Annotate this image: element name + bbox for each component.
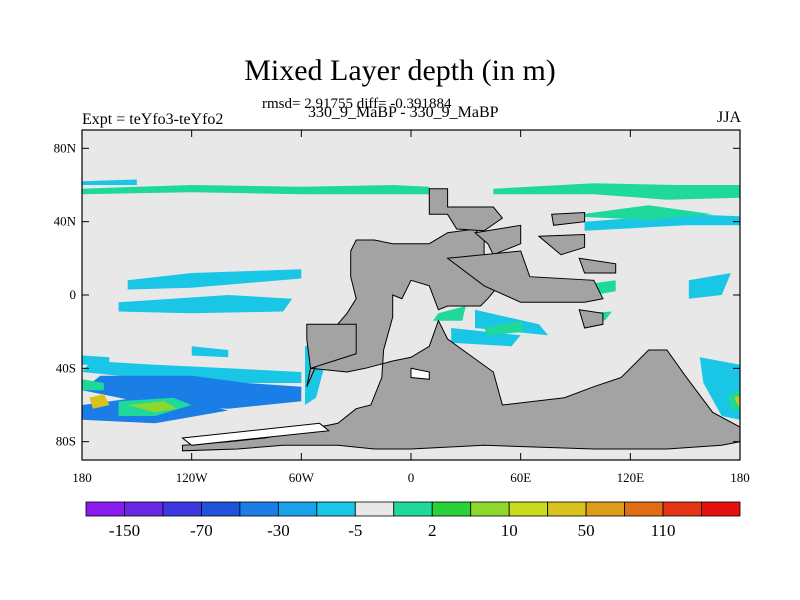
land-mass — [578, 257, 617, 274]
colorbar-swatch — [431, 501, 472, 517]
land-mass — [306, 323, 357, 369]
chart-title: Mixed Layer depth (in m) — [244, 54, 556, 87]
field-patch — [82, 355, 110, 365]
land-mass — [182, 228, 741, 452]
colorbar-swatch — [162, 501, 202, 517]
field-patch — [82, 179, 137, 185]
field-patch — [566, 205, 713, 220]
ice-margin — [410, 367, 430, 380]
y-tick-label: 80S — [56, 434, 76, 449]
colorbar-swatch — [85, 501, 125, 517]
y-tick-label: 0 — [70, 287, 77, 302]
field-patch — [127, 401, 177, 413]
field-patch — [82, 185, 430, 195]
field-patch — [484, 320, 525, 336]
chart-subtitle: rmsd= 2.91755 diff= -0.391884 — [262, 96, 452, 112]
land-mass — [537, 233, 586, 256]
land-mask-layer — [181, 188, 741, 452]
colorbar-label: -70 — [190, 521, 213, 540]
field-patch — [584, 214, 740, 231]
colorbar-swatch — [585, 501, 625, 517]
x-tick-label: 120E — [617, 470, 645, 485]
y-axis: 80N 40N 0 40S 80S — [54, 140, 740, 449]
season-label: JJA — [716, 109, 741, 126]
colorbar-swatch — [201, 501, 241, 517]
colorbar-label: 50 — [578, 521, 595, 540]
x-tick-label: 0 — [408, 470, 415, 485]
colorbar-label: -30 — [267, 521, 290, 540]
experiment-label: Expt = teYfo3-teYfo2 — [82, 111, 224, 128]
colorbar-swatch — [316, 501, 356, 517]
colorbar-label: -150 — [109, 521, 140, 540]
colorbar-swatch — [508, 501, 549, 517]
colorbar-swatch — [547, 501, 587, 517]
colorbar-swatch — [470, 501, 510, 517]
y-tick-label: 80N — [54, 140, 77, 155]
colorbar-swatch — [239, 501, 279, 517]
land-mass — [578, 309, 604, 329]
field-patch — [82, 361, 302, 383]
field-patch — [688, 273, 731, 299]
field-patch — [493, 183, 740, 200]
x-tick-label: 60E — [510, 470, 531, 485]
field-patch — [82, 379, 104, 391]
x-tick-label: 60W — [289, 470, 315, 485]
field-patch — [727, 390, 740, 413]
field-patch — [127, 269, 302, 290]
colorbar-swatch — [354, 501, 395, 517]
x-axis: 180 120W 60W 0 60E 120E 180 — [72, 130, 750, 485]
field-patch — [734, 395, 740, 409]
field-patch — [191, 346, 229, 358]
anomaly-field-layer — [82, 179, 740, 424]
x-tick-label: 180 — [730, 470, 750, 485]
land-mass — [551, 211, 586, 226]
colorbar-label: 10 — [501, 521, 518, 540]
colorbar-swatch — [124, 501, 164, 517]
colorbar-swatch — [393, 501, 433, 517]
colorbar-swatch — [662, 501, 702, 517]
field-patch — [451, 328, 521, 347]
x-tick-label: 120W — [176, 470, 209, 485]
colorbar-swatch — [701, 501, 741, 517]
land-mass — [473, 224, 522, 256]
colorbar-label: 110 — [651, 521, 676, 540]
colorbar: -150 -70 -30 -5 2 10 50 110 — [85, 501, 741, 540]
colorbar-swatch — [277, 501, 318, 517]
field-patch — [118, 295, 293, 314]
colorbar-label: -5 — [348, 521, 362, 540]
field-patch — [432, 306, 466, 321]
experiment-ids: 330_9_MaBP - 330_9_MaBP — [308, 104, 499, 121]
x-tick-label: 180 — [72, 470, 92, 485]
y-tick-label: 40S — [56, 360, 76, 375]
colorbar-label: 2 — [428, 521, 437, 540]
colorbar-swatch — [624, 501, 664, 517]
ice-margin — [181, 422, 331, 446]
y-tick-label: 40N — [54, 214, 77, 229]
land-mass — [446, 250, 604, 303]
field-patch — [89, 394, 110, 409]
land-mass — [428, 188, 504, 232]
